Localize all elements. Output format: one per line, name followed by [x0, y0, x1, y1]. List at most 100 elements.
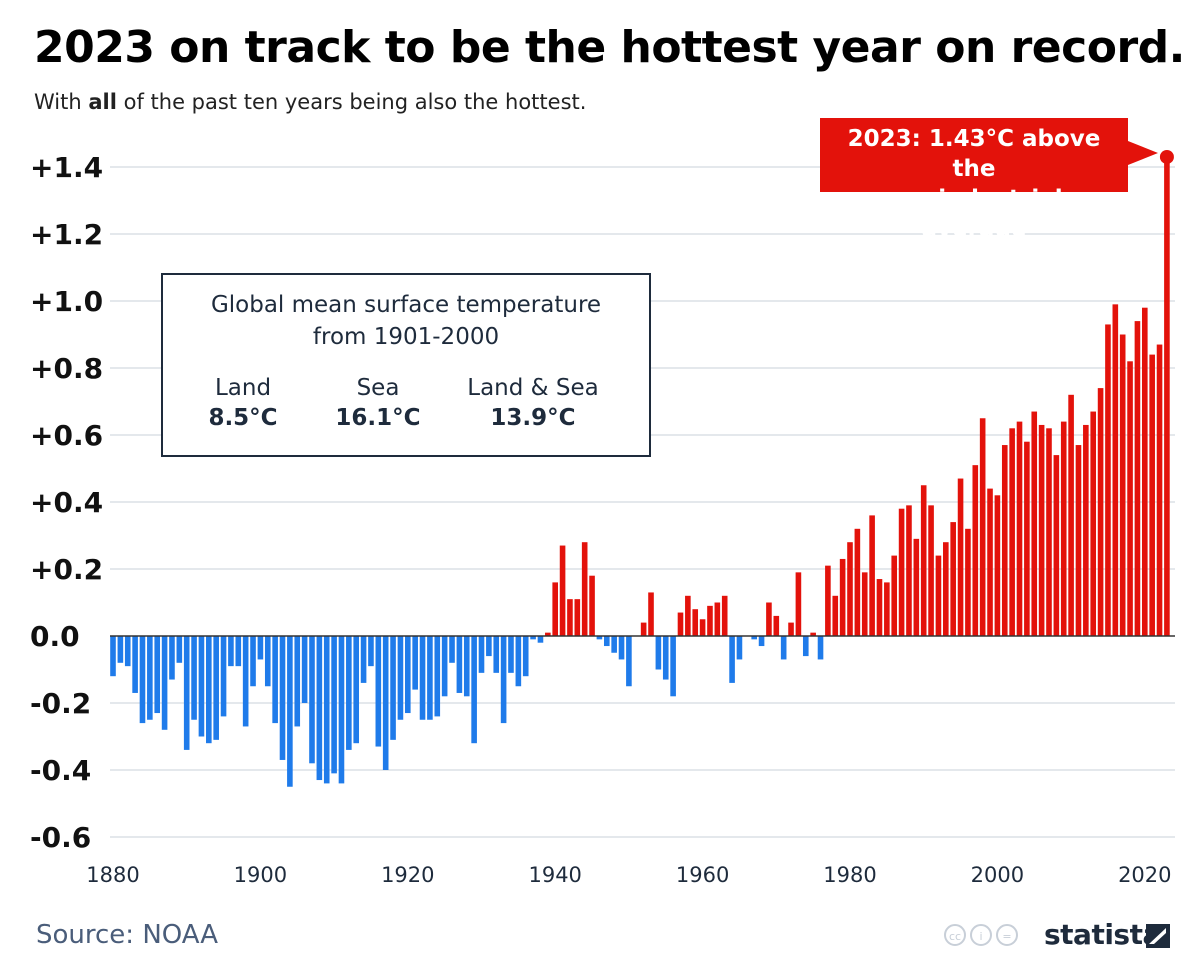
- bar: [331, 636, 337, 774]
- bar: [500, 636, 507, 724]
- bars: [110, 156, 1170, 787]
- bar: [817, 636, 824, 660]
- bar: [346, 636, 352, 750]
- bar: [279, 636, 286, 760]
- x-tick-label: 1900: [234, 863, 287, 887]
- bar: [943, 542, 949, 636]
- source-label: Source: NOAA: [36, 920, 219, 950]
- license-icons[interactable]: cc i =: [944, 924, 1022, 946]
- bar: [552, 582, 558, 636]
- bar: [920, 485, 927, 636]
- bar: [648, 592, 654, 636]
- bar: [449, 636, 455, 663]
- bar: [382, 636, 389, 770]
- info-box-title: Global mean surface temperature from 190…: [163, 289, 649, 353]
- bar: [677, 612, 684, 636]
- bar: [463, 636, 470, 697]
- bar: [721, 595, 728, 636]
- grid-lines: [110, 166, 1175, 838]
- info-col-label: Sea: [356, 375, 400, 401]
- bar: [139, 636, 146, 724]
- bar: [884, 582, 890, 636]
- bar: [272, 636, 278, 724]
- bar: [1001, 445, 1008, 636]
- bar: [235, 636, 242, 667]
- bar: [508, 636, 514, 673]
- bar: [124, 636, 131, 667]
- info-box-title-line2: from 1901-2000: [312, 324, 500, 350]
- bar: [736, 636, 743, 660]
- bar: [574, 599, 581, 636]
- bar: [891, 555, 898, 636]
- bar: [869, 515, 875, 636]
- bar: [316, 636, 323, 781]
- bar: [589, 575, 595, 636]
- bar: [1134, 321, 1141, 636]
- peak-dot: [1159, 149, 1174, 164]
- cc-icon: cc: [944, 924, 966, 946]
- bar: [847, 542, 853, 636]
- info-col-sea: Sea 16.1°C: [303, 373, 453, 433]
- brand-logo-icon: [1146, 924, 1170, 948]
- bar: [994, 495, 1001, 636]
- bar: [1119, 334, 1126, 636]
- bar: [898, 508, 905, 636]
- bar: [397, 636, 404, 720]
- bar: [1142, 307, 1148, 636]
- bar: [1024, 441, 1030, 636]
- bar: [242, 636, 249, 727]
- bar: [1105, 324, 1111, 636]
- bar: [493, 636, 500, 673]
- bar: [788, 622, 794, 636]
- bar: [323, 636, 330, 784]
- info-col-label: Land & Sea: [467, 375, 599, 401]
- bar: [1083, 424, 1089, 636]
- bar: [427, 636, 433, 720]
- bar: [360, 636, 367, 683]
- bar: [1075, 445, 1082, 636]
- bar: [228, 636, 234, 667]
- y-tick-label: +0.6: [30, 419, 103, 452]
- peak-callout: 2023: 1.43°C above the pre-industrial av…: [820, 118, 1128, 242]
- x-tick-label: 2000: [971, 863, 1024, 887]
- bar: [456, 636, 463, 693]
- bar: [802, 636, 809, 657]
- bar: [581, 542, 588, 636]
- bar: [861, 572, 868, 636]
- info-col-value: 16.1°C: [335, 405, 421, 431]
- y-tick-label: +0.4: [30, 486, 103, 519]
- bar: [545, 632, 551, 636]
- bar: [640, 622, 647, 636]
- bar: [264, 636, 271, 687]
- no-derivatives-icon: =: [996, 924, 1018, 946]
- bar: [405, 636, 411, 714]
- bar: [692, 609, 699, 636]
- chart-subtitle: With all of the past ten years being als…: [34, 90, 586, 114]
- bar: [257, 636, 264, 660]
- bar: [906, 505, 912, 636]
- bar: [368, 636, 374, 667]
- bar: [854, 528, 861, 636]
- bar: [176, 636, 183, 663]
- bar: [375, 636, 382, 747]
- y-tick-label: -0.6: [30, 821, 91, 854]
- x-tick-label: 1940: [528, 863, 581, 887]
- bar: [972, 465, 979, 636]
- bar: [670, 636, 676, 697]
- bar: [1090, 411, 1097, 636]
- y-tick-label: -0.4: [30, 754, 91, 787]
- bar: [707, 605, 713, 636]
- bar: [294, 636, 301, 727]
- bar: [596, 636, 603, 640]
- bar: [1031, 411, 1038, 636]
- bar: [412, 636, 418, 690]
- bar: [1009, 428, 1015, 636]
- bar: [1112, 304, 1119, 636]
- bar: [618, 636, 625, 660]
- bar: [965, 528, 971, 636]
- brand-logo-text[interactable]: statista: [1044, 918, 1161, 951]
- bar: [758, 636, 765, 647]
- y-tick-labels: -0.6 -0.4 -0.2 0.0 +0.2 +0.4 +0.6 +0.8 +1.0 +1.2 +…: [30, 151, 103, 854]
- bar: [825, 565, 831, 636]
